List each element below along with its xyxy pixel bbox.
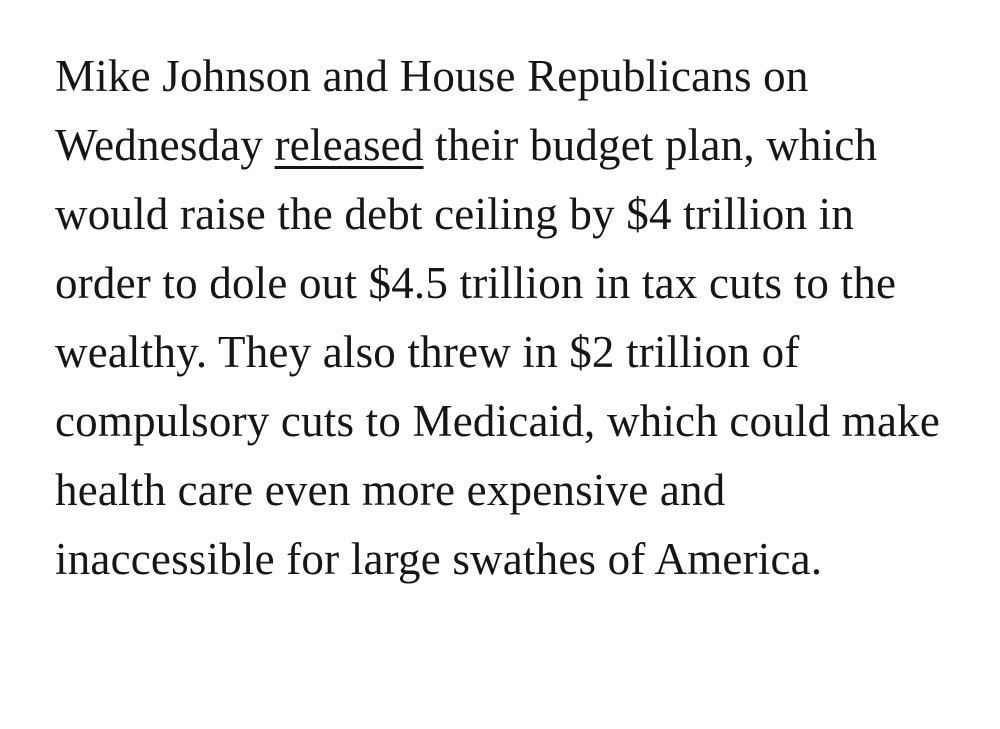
paragraph-text-before-link: Mike Johnson and House Republicans on We…: [55, 51, 809, 170]
released-link[interactable]: released: [274, 120, 424, 170]
article-paragraph: Mike Johnson and House Republicans on We…: [55, 42, 945, 594]
paragraph-text-after-link: their budget plan, which would raise the…: [55, 120, 941, 584]
